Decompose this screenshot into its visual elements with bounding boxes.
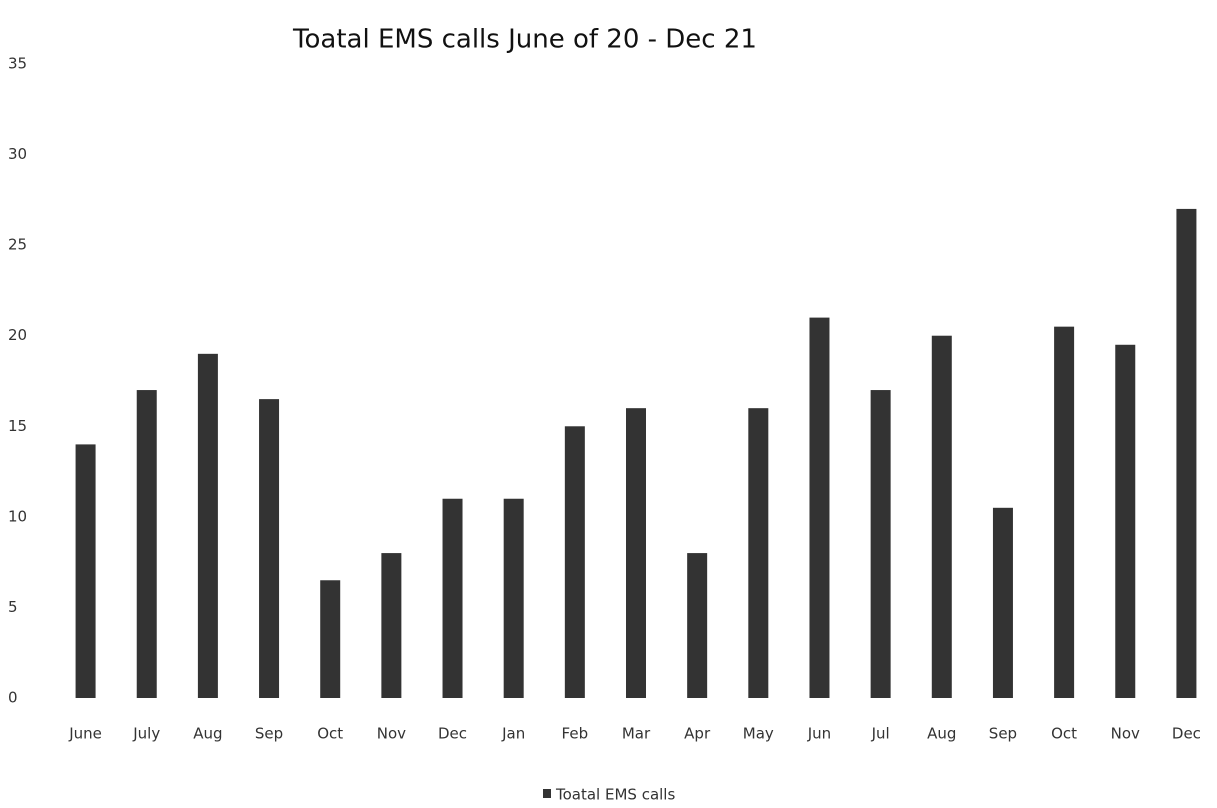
x-tick-label: Aug bbox=[927, 725, 956, 743]
bar bbox=[259, 399, 280, 698]
bar bbox=[1115, 344, 1136, 698]
bar bbox=[931, 335, 952, 698]
bar bbox=[1176, 208, 1197, 698]
x-tick-label: Feb bbox=[562, 725, 589, 743]
bar bbox=[687, 553, 708, 698]
y-tick-label: 30 bbox=[8, 145, 27, 163]
bar bbox=[320, 580, 341, 698]
x-tick-label: Dec bbox=[438, 725, 467, 743]
x-tick-label: July bbox=[132, 725, 160, 743]
x-tick-label: Jan bbox=[501, 725, 525, 743]
x-tick-label: Nov bbox=[1111, 725, 1140, 743]
y-tick-label: 10 bbox=[8, 507, 27, 525]
bar bbox=[197, 353, 218, 698]
legend-swatch bbox=[543, 789, 551, 798]
bar bbox=[626, 408, 646, 698]
x-tick-label: Dec bbox=[1172, 725, 1201, 743]
bar bbox=[809, 317, 830, 698]
bar bbox=[564, 426, 585, 698]
x-tick-label: Oct bbox=[317, 725, 343, 743]
chart-title: Toatal EMS calls June of 20 - Dec 21 bbox=[292, 25, 757, 55]
x-tick-label: Jul bbox=[871, 725, 890, 743]
x-tick-label: Nov bbox=[377, 725, 406, 743]
x-tick-label: Aug bbox=[193, 725, 222, 743]
bar bbox=[136, 390, 157, 698]
bar bbox=[503, 498, 524, 698]
y-tick-label: 5 bbox=[8, 598, 18, 616]
bar bbox=[442, 498, 463, 698]
y-tick-label: 25 bbox=[8, 236, 27, 254]
x-tick-label: Jun bbox=[807, 725, 831, 743]
y-tick-label: 0 bbox=[8, 689, 18, 707]
x-tick-label: Apr bbox=[684, 725, 711, 743]
y-tick-label: 20 bbox=[8, 326, 27, 344]
x-tick-label: May bbox=[743, 725, 774, 743]
y-tick-label: 15 bbox=[8, 417, 27, 435]
x-tick-label: Mar bbox=[622, 725, 651, 743]
bar bbox=[75, 444, 96, 698]
x-tick-label: Sep bbox=[255, 725, 283, 743]
bar bbox=[992, 507, 1013, 698]
y-tick-label: 35 bbox=[8, 55, 27, 73]
x-tick-label: Sep bbox=[989, 725, 1017, 743]
bar bbox=[1054, 326, 1075, 698]
bar bbox=[381, 553, 402, 698]
legend-label: Toatal EMS calls bbox=[555, 786, 675, 804]
bar bbox=[870, 390, 891, 698]
x-tick-label: Oct bbox=[1051, 725, 1077, 743]
x-tick-label: June bbox=[68, 725, 102, 743]
bar bbox=[748, 408, 769, 698]
